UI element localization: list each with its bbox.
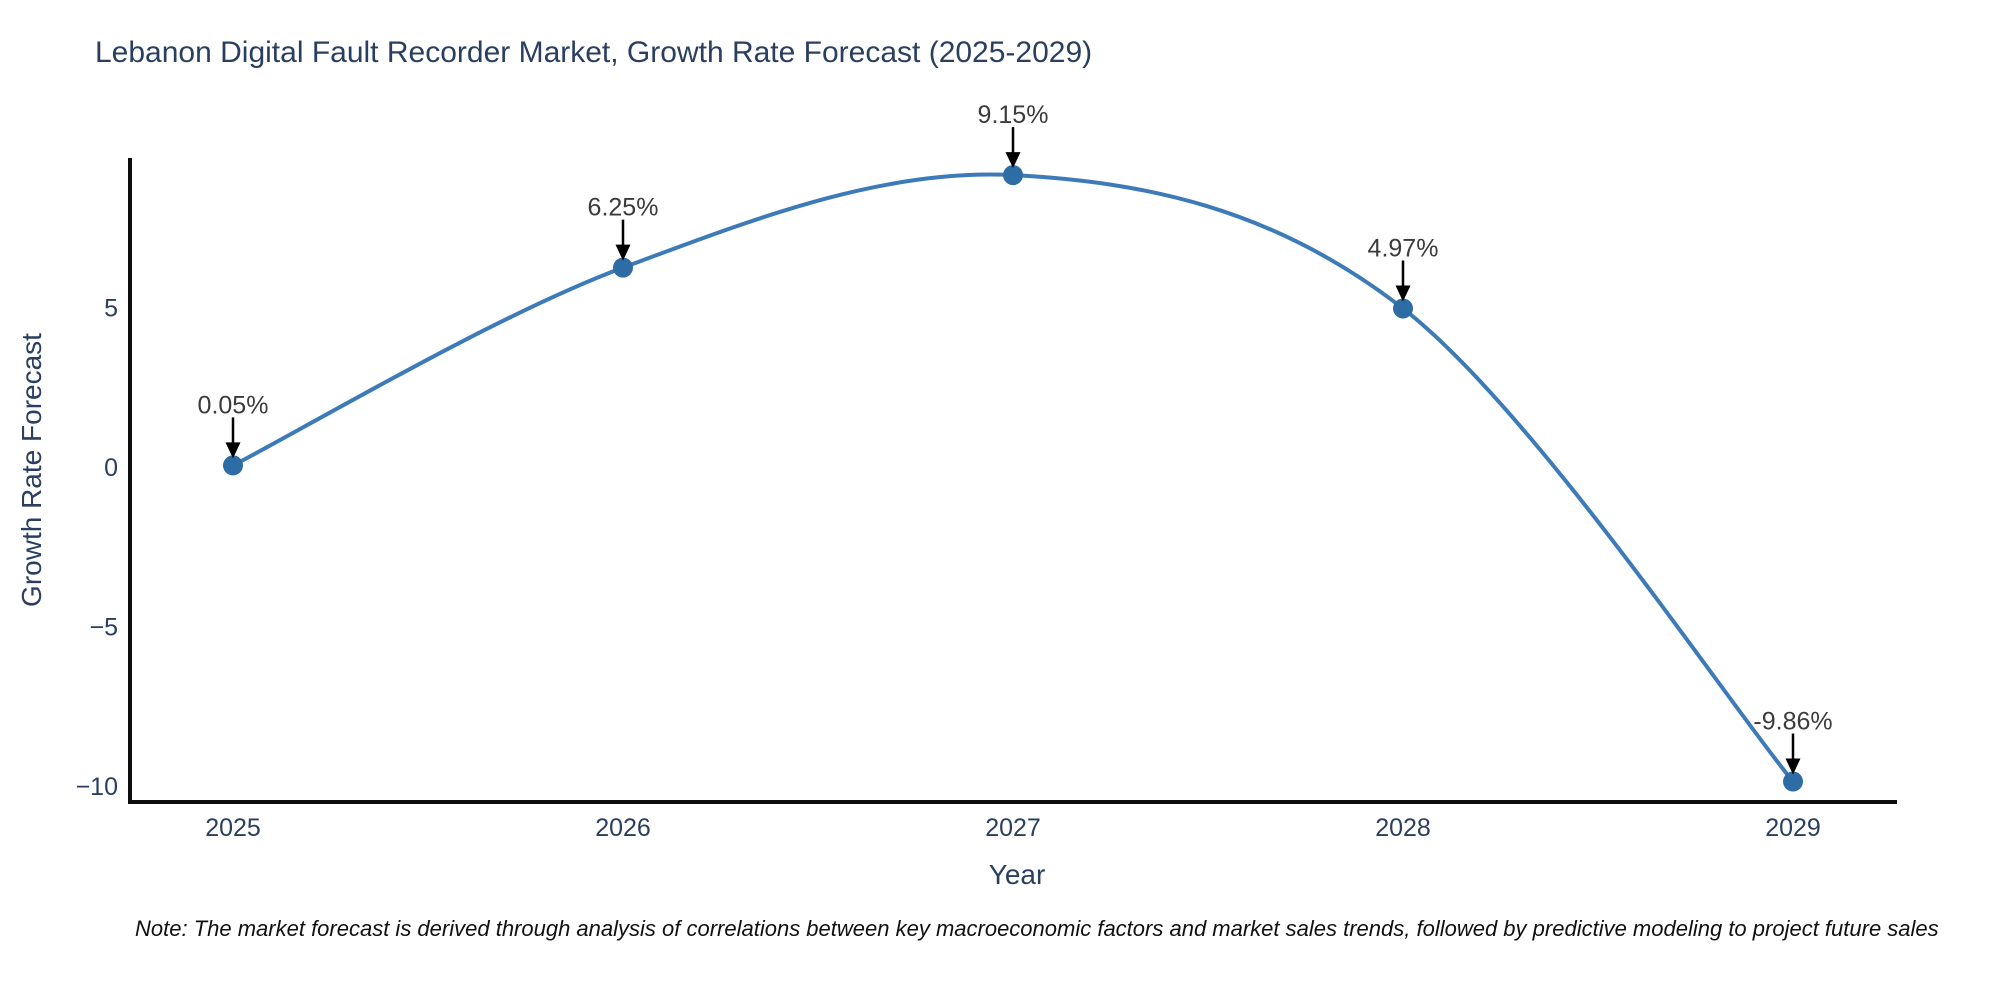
- y-tick-label: 0: [104, 454, 118, 482]
- annotation-label: 9.15%: [978, 101, 1049, 129]
- x-tick-label: 2028: [1375, 814, 1431, 842]
- footnote: Note: The market forecast is derived thr…: [135, 916, 1939, 941]
- x-tick-label: 2027: [985, 814, 1041, 842]
- annotation-label: 6.25%: [588, 194, 659, 222]
- annotation-arrowhead: [225, 442, 241, 459]
- y-tick-label: −5: [89, 614, 118, 642]
- x-axis-title: Year: [988, 859, 1046, 890]
- annotation-arrowhead: [615, 244, 631, 261]
- annotation-arrowhead: [1785, 758, 1801, 775]
- y-tick-label: −10: [76, 773, 118, 801]
- annotation-label: -9.86%: [1753, 708, 1832, 736]
- x-tick-label: 2026: [595, 814, 651, 842]
- data-point-marker: [1003, 165, 1023, 186]
- data-point-marker: [1783, 771, 1803, 792]
- x-tick-label: 2025: [205, 814, 261, 842]
- data-point-marker: [613, 257, 633, 278]
- data-point-marker: [1393, 298, 1413, 319]
- annotation-arrowhead: [1005, 152, 1021, 169]
- annotation-label: 0.05%: [198, 391, 269, 419]
- y-tick-label: 5: [104, 295, 118, 323]
- annotation-label: 4.97%: [1368, 234, 1439, 262]
- y-axis-title: Growth Rate Forecast: [16, 333, 47, 607]
- x-tick-label: 2029: [1765, 814, 1821, 842]
- data-point-marker: [223, 455, 243, 476]
- growth-rate-line: [232, 172, 1795, 783]
- chart-title: Lebanon Digital Fault Recorder Market, G…: [95, 36, 1093, 69]
- annotation-arrowhead: [1395, 285, 1411, 302]
